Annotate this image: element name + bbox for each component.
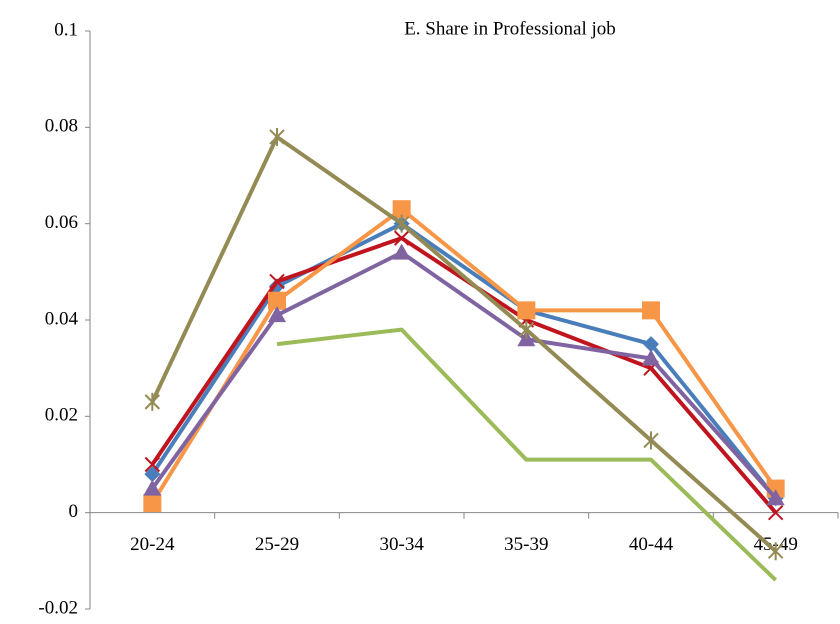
y-tick-label: 0.1: [54, 19, 78, 40]
marker: [767, 542, 784, 561]
y-tick-label: 0.02: [45, 405, 78, 426]
y-tick-label: -0.02: [38, 597, 78, 618]
marker: [144, 456, 161, 473]
marker: [643, 336, 659, 353]
y-tick-label: 0.04: [45, 308, 79, 329]
series-line: [150, 236, 778, 514]
marker: [268, 291, 286, 310]
x-tick-label: 35-39: [504, 534, 548, 555]
x-tick-label: 25-29: [255, 534, 299, 555]
marker: [392, 243, 411, 260]
y-tick-label: 0.06: [45, 212, 78, 233]
series-line: [150, 221, 778, 500]
marker: [518, 320, 535, 339]
marker: [144, 392, 161, 411]
y-tick-label: 0: [69, 501, 79, 522]
marker: [268, 306, 286, 323]
marker: [143, 494, 162, 513]
x-tick-label: 30-34: [380, 534, 425, 555]
series-line: [150, 134, 777, 553]
series-line: [150, 207, 778, 505]
marker: [392, 200, 411, 219]
series-line: [150, 250, 778, 500]
marker: [517, 301, 536, 320]
marker: [767, 504, 784, 521]
marker: [269, 273, 285, 290]
x-tick-label: 20-24: [130, 534, 175, 555]
chart-title: E. Share in Professional job: [404, 18, 616, 39]
marker: [143, 479, 162, 496]
marker: [643, 431, 659, 450]
y-tick-label: 0.08: [45, 116, 78, 137]
marker: [642, 349, 660, 366]
marker: [393, 214, 410, 233]
marker: [766, 489, 785, 506]
marker: [393, 230, 410, 246]
series-line: [276, 327, 778, 582]
marker: [269, 127, 285, 146]
marker: [642, 301, 660, 320]
marker: [144, 466, 161, 483]
x-tick-label: 40-44: [629, 534, 674, 555]
